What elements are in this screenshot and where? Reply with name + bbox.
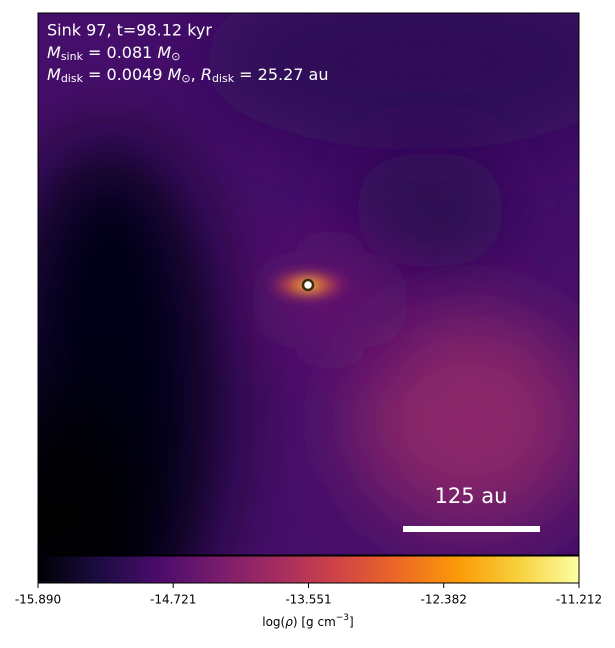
label-part: ] [349,615,354,629]
sink-marker [301,278,315,292]
ann-part: disk [61,72,84,85]
ann-part: M [157,43,171,62]
label-part: −3 [336,613,349,623]
colorbar-tick-label: -13.551 [285,593,331,607]
frame [37,12,580,556]
ann-part: = 25.27 au [234,65,328,84]
ann-part: M [168,65,182,84]
scale-bar [403,526,540,532]
ann-part: , [191,65,201,84]
ann-part: ⊙ [181,72,190,85]
colorbar-label: log(ρ) [g cm−3] [262,613,353,629]
ann-part: M [47,65,61,84]
ann-part: R [201,65,212,84]
ann-part: disk [212,72,235,85]
ann-part: sink [61,50,84,63]
annotation: Mdisk = 0.0049 M⊙, Rdisk = 25.27 au [47,65,329,86]
colorbar-tick-label: -14.721 [150,593,196,607]
colorbar-tick-label: -11.212 [556,593,602,607]
colorbar [37,555,580,584]
colorbar-tick-label: -12.382 [421,593,467,607]
annotation: Msink = 0.081 M⊙ [47,43,180,64]
ann-part: ⊙ [171,50,180,63]
scale-bar-label: 125 au [435,484,508,508]
ann-part: = 0.081 [83,43,157,62]
label-part: log( [262,615,285,629]
label-part: ρ [285,615,293,629]
ann-part: = 0.0049 [83,65,168,84]
ann-part: M [47,43,61,62]
label-part: ) [g cm [293,615,336,629]
colorbar-tick-label: -15.890 [15,593,61,607]
annotation: Sink 97, t=98.12 kyr [47,21,212,40]
